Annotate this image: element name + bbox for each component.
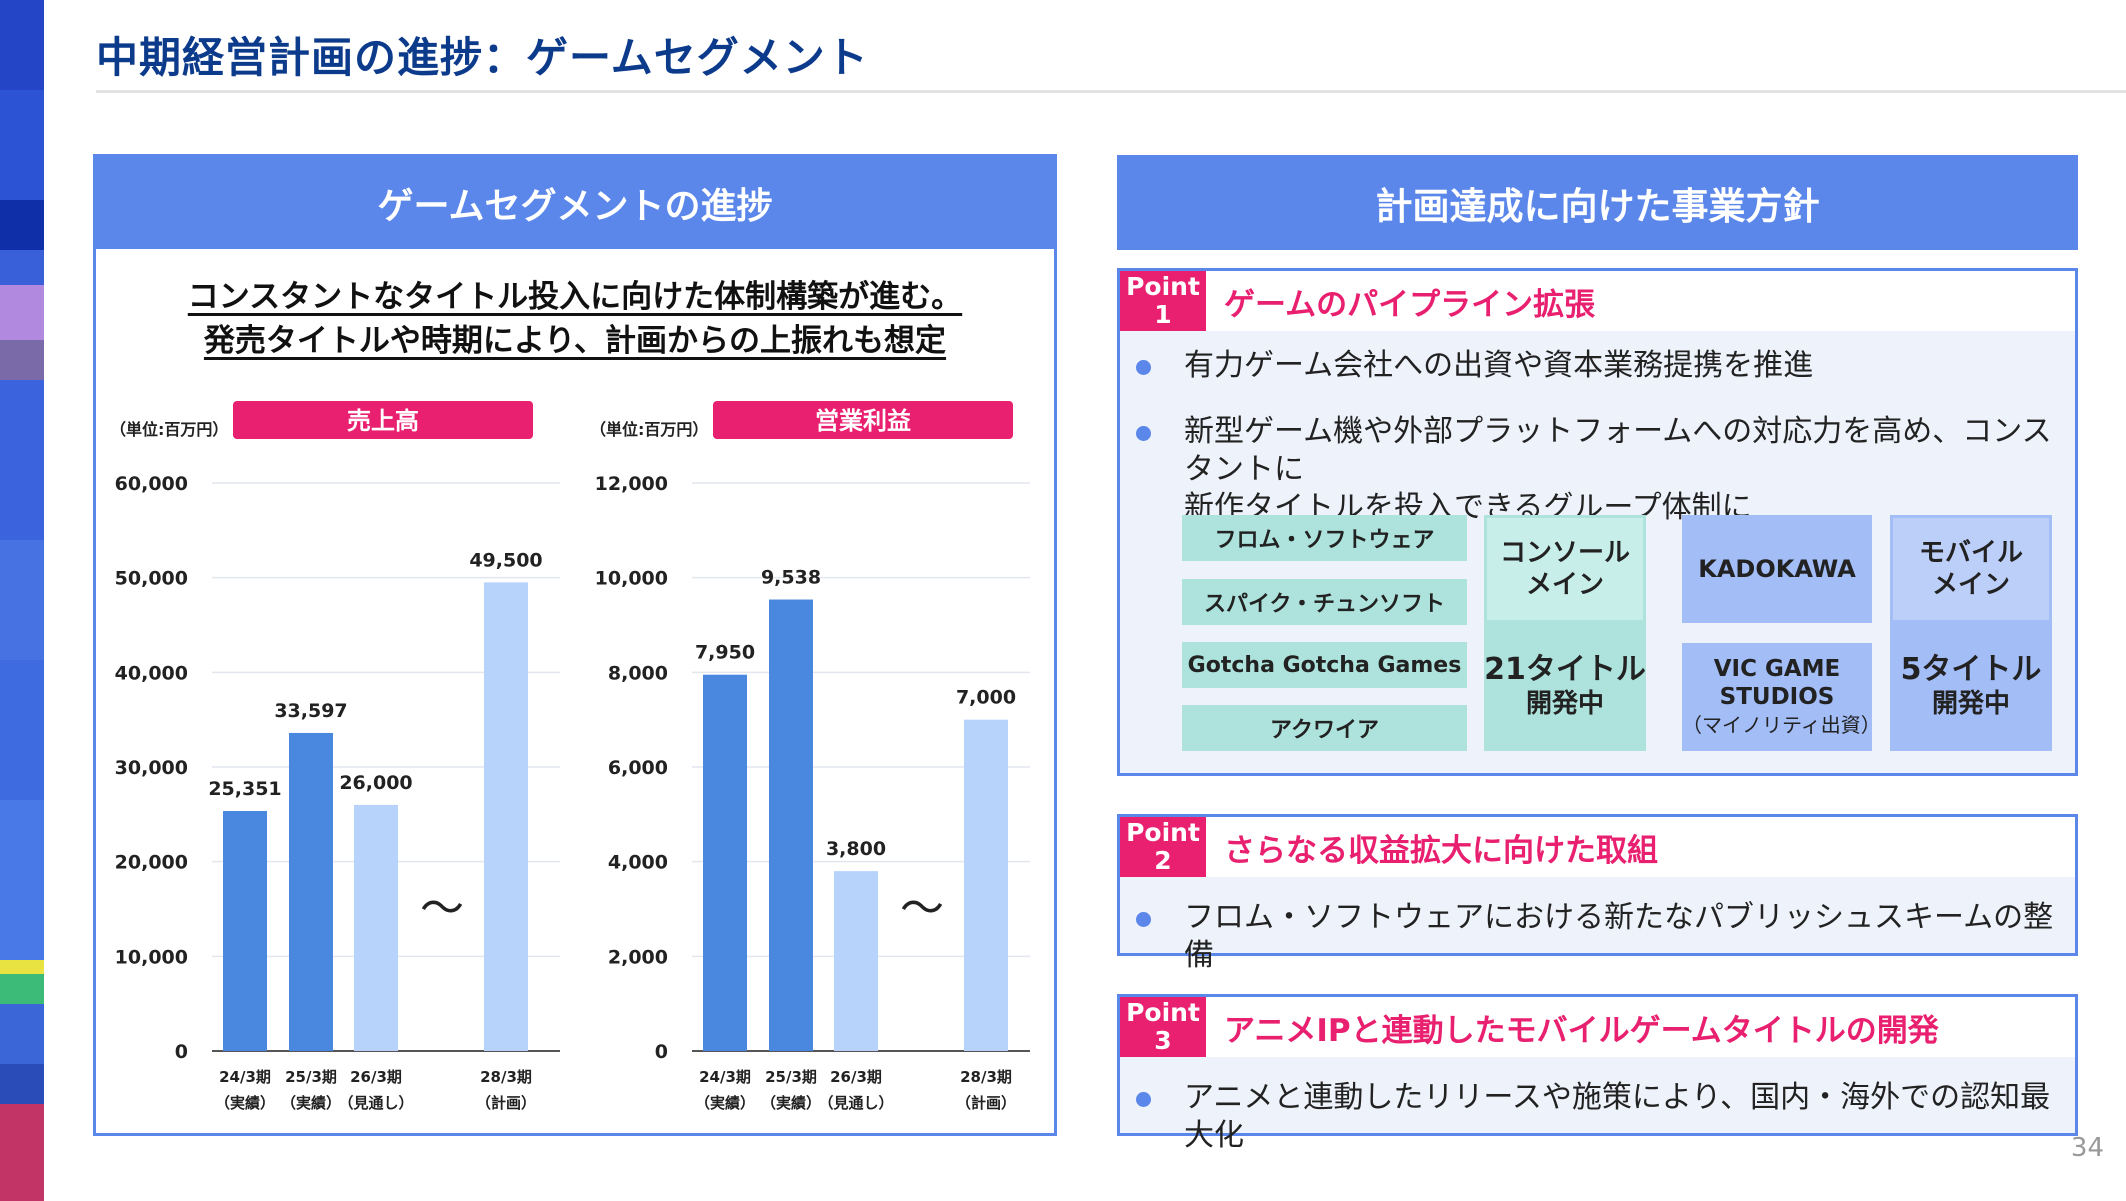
y-tick-label: 40,000 <box>115 662 188 684</box>
x-tick-label: 28/3期 <box>960 1068 1012 1086</box>
x-tick-label: 28/3期 <box>480 1068 532 1086</box>
point-1-title: ゲームのパイプライン拡張 <box>1224 287 1596 323</box>
y-tick-label: 8,000 <box>608 662 668 684</box>
point-3-title: アニメIPと連動したモバイルゲームタイトルの開発 <box>1224 1013 1939 1049</box>
point-2-box: Point 2 さらなる収益拡大に向けた取組 フロム・ソフトウェアにおける新たな… <box>1117 814 2078 973</box>
page-number: 34 <box>2070 1133 2104 1163</box>
mobile-main-label: モバイル メイン <box>1890 515 2052 623</box>
point-3-box: Point 3 アニメIPと連動したモバイルゲームタイトルの開発 アニメと連動し… <box>1117 994 2078 1153</box>
y-tick-label: 0 <box>175 1041 188 1063</box>
y-tick-label: 12,000 <box>595 473 668 495</box>
unit-label: （単位:百万円） <box>590 420 708 439</box>
point-2-badge: Point 2 <box>1120 817 1206 877</box>
console-main-label: コンソール メイン <box>1484 515 1646 623</box>
y-tick-label: 2,000 <box>608 946 668 968</box>
lead-line-2: 発売タイトルや時期により、計画からの上振れも想定 <box>203 323 947 359</box>
x-tick-sublabel: （実績） <box>215 1094 275 1112</box>
chart-title: 売上高 <box>347 407 419 435</box>
data-label: 26,000 <box>339 772 412 794</box>
data-label: 49,500 <box>469 549 542 571</box>
y-tick-label: 6,000 <box>608 757 668 779</box>
y-tick-label: 50,000 <box>115 568 188 590</box>
bar <box>223 811 267 1051</box>
y-tick-label: 30,000 <box>115 757 188 779</box>
point-2-bullet-1: フロム・ソフトウェアにおける新たなパブリッシュスキームの整備 <box>1136 899 2075 975</box>
sales-chart: （単位:百万円） 売上高 0 10,000 20,000 30,000 40,000 50,0… <box>110 401 560 1112</box>
studio-from-software: フロム・ソフトウェア <box>1182 515 1467 561</box>
x-tick-label: 26/3期 <box>350 1068 402 1086</box>
point-1-box: Point 1 ゲームのパイプライン拡張 有力ゲーム会社への出資や資本業務提携を… <box>1117 268 2078 776</box>
y-tick-label: 0 <box>655 1041 668 1063</box>
chart-title-badge <box>233 401 533 439</box>
x-tick-sublabel: （実績） <box>281 1094 341 1112</box>
vic-game-studios-box: VIC GAME STUDIOS （マイノリティ出資） <box>1682 643 1881 751</box>
page-title: 中期経営計画の進捗：ゲームセグメント <box>96 33 869 82</box>
kadokawa-box: KADOKAWA <box>1682 515 1872 623</box>
point-3-badge: Point 3 <box>1120 997 1206 1057</box>
lead-line-1: コンスタントなタイトル投入に向けた体制構築が進む。 <box>187 279 963 315</box>
point-1-badge: Point 1 <box>1120 271 1206 331</box>
point-2-title: さらなる収益拡大に向けた取組 <box>1224 833 1658 869</box>
x-tick-label: 25/3期 <box>765 1068 817 1086</box>
bar <box>484 582 528 1051</box>
axis-break-symbol: ～ <box>900 883 944 934</box>
y-tick-label: 10,000 <box>115 946 188 968</box>
bar <box>834 871 878 1051</box>
policy-header: 計画達成に向けた事業方針 <box>1117 155 2078 250</box>
console-title-count: 21タイトル 開発中 <box>1484 623 1646 751</box>
operating-profit-chart: （単位:百万円） 営業利益 0 2,000 4,000 6,000 8,000 10,000 1… <box>590 401 1030 1112</box>
title-divider <box>96 90 2126 93</box>
panel-header: ゲームセグメントの進捗 <box>96 157 1054 249</box>
decorative-side-stripe <box>0 0 44 1201</box>
bar <box>354 804 398 1051</box>
point-1-bullet-1: 有力ゲーム会社への出資や資本業務提携を推進 <box>1136 347 1813 385</box>
x-tick-label: 24/3期 <box>219 1068 271 1086</box>
x-tick-sublabel: （計画） <box>476 1094 536 1112</box>
x-tick-sublabel: （実績） <box>695 1094 755 1112</box>
x-tick-sublabel: （見通し） <box>338 1094 413 1112</box>
data-label: 33,597 <box>274 700 347 722</box>
studio-spike-chunsoft: スパイク・チュンソフト <box>1182 579 1467 625</box>
bar <box>964 719 1008 1051</box>
x-tick-sublabel: （計画） <box>956 1094 1016 1112</box>
bar <box>289 732 333 1051</box>
point-1-bullet-2: 新型ゲーム機や外部プラットフォームへの対応力を高め、コンスタントに 新作タイトル… <box>1136 413 2075 527</box>
data-label: 3,800 <box>826 838 886 860</box>
data-label: 9,538 <box>761 567 821 589</box>
data-label: 25,351 <box>208 778 281 800</box>
bar <box>769 599 813 1051</box>
x-tick-sublabel: （実績） <box>761 1094 821 1112</box>
y-tick-label: 4,000 <box>608 852 668 874</box>
data-label: 7,950 <box>695 642 755 664</box>
chart-title: 営業利益 <box>815 407 911 435</box>
unit-label: （単位:百万円） <box>110 420 228 439</box>
x-tick-label: 26/3期 <box>830 1068 882 1086</box>
y-tick-label: 10,000 <box>595 568 668 590</box>
y-tick-label: 60,000 <box>115 473 188 495</box>
x-tick-label: 25/3期 <box>285 1068 337 1086</box>
chart-title-badge <box>713 401 1013 439</box>
mobile-title-count: 5タイトル 開発中 <box>1890 623 2052 751</box>
data-label: 7,000 <box>956 687 1016 709</box>
axis-break-symbol: ～ <box>420 883 464 934</box>
studio-acquire: アクワイア <box>1182 705 1467 751</box>
point-3-bullet-1: アニメと連動したリリースや施策により、国内・海外での認知最大化 <box>1136 1079 2075 1155</box>
x-tick-label: 24/3期 <box>699 1068 751 1086</box>
x-tick-sublabel: （見通し） <box>818 1094 893 1112</box>
bar <box>703 674 747 1051</box>
studio-gotcha-gotcha-games: Gotcha Gotcha Games <box>1182 642 1467 688</box>
y-tick-label: 20,000 <box>115 852 188 874</box>
